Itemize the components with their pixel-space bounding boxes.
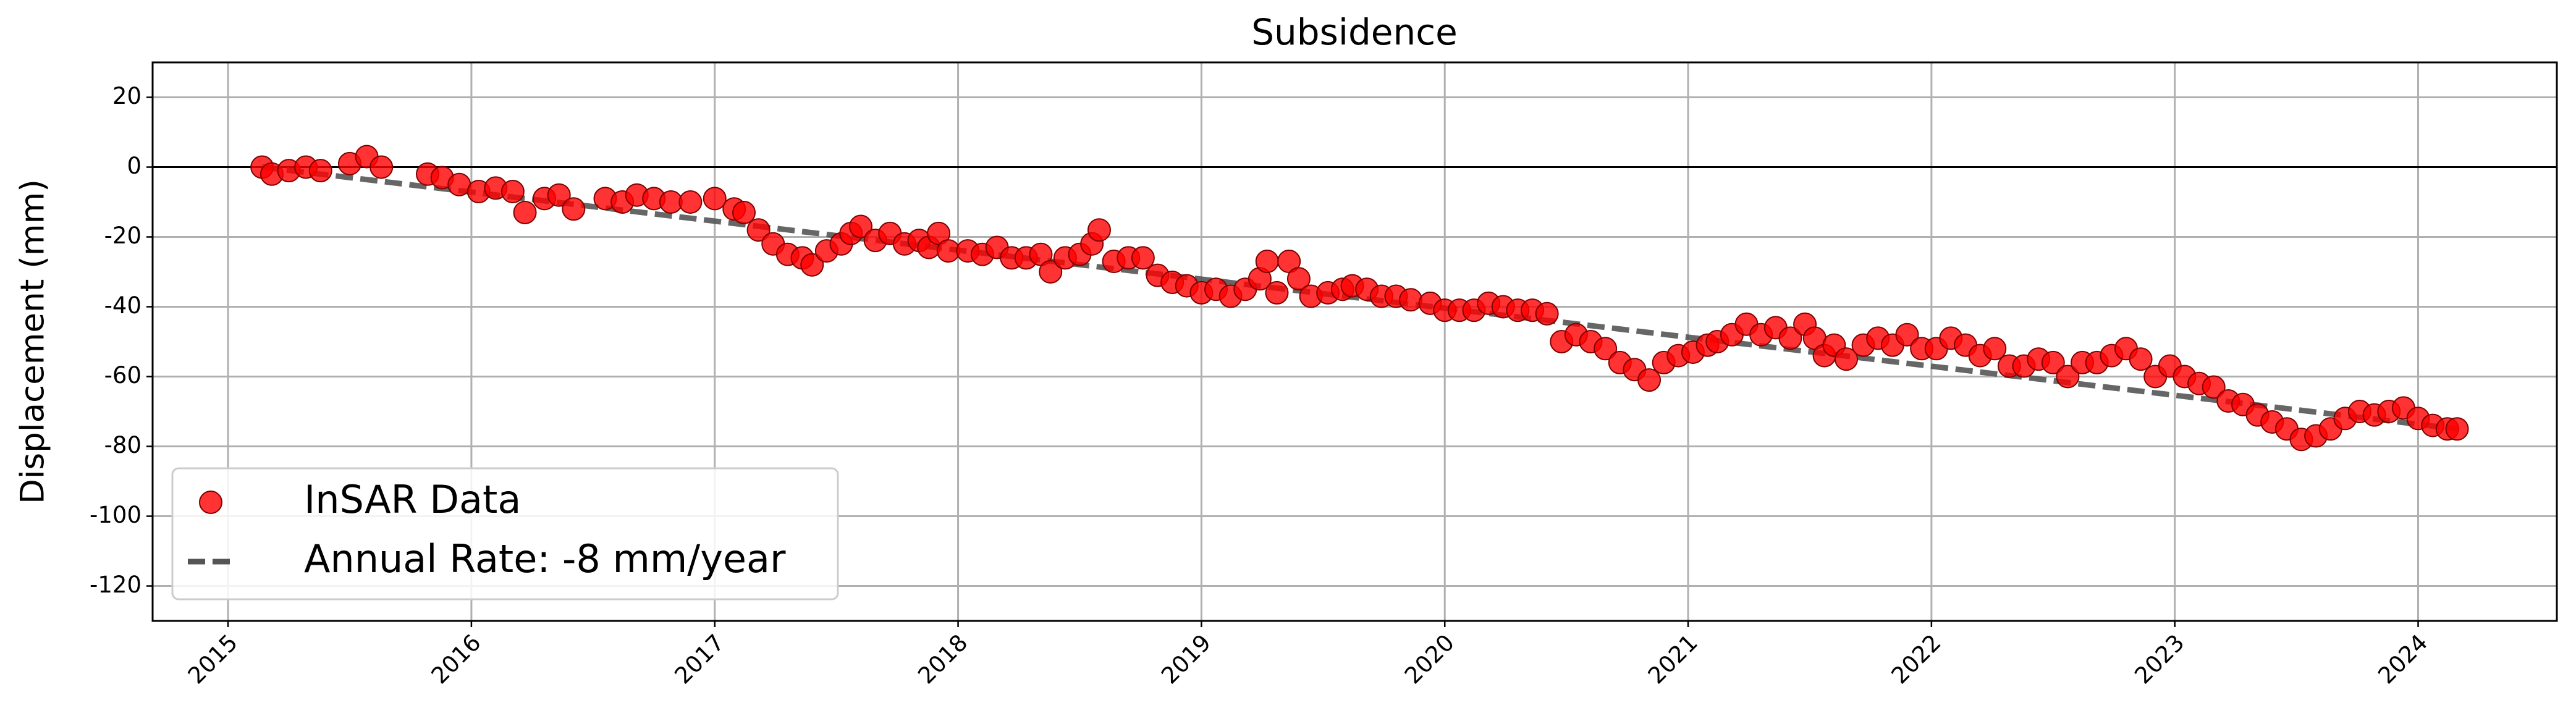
data-point <box>746 218 771 242</box>
data-point <box>2056 365 2080 389</box>
data-point <box>1265 280 1289 305</box>
y-tick-label: 0 <box>127 153 141 179</box>
trend-line <box>261 164 2458 432</box>
data-point <box>1399 288 1423 312</box>
y-tick-label: -40 <box>104 292 141 319</box>
data-point <box>1835 347 1859 371</box>
y-tick-label: -80 <box>104 432 141 458</box>
y-tick-label: -60 <box>104 362 141 389</box>
data-point <box>703 187 727 211</box>
legend-swatch <box>199 491 222 514</box>
data-point <box>2202 375 2226 399</box>
legend-label: InSAR Data <box>304 477 521 522</box>
data-point <box>1778 326 1802 350</box>
plot-frame <box>151 61 2558 622</box>
data-point <box>1131 246 1155 270</box>
data-point <box>308 159 332 183</box>
data-point <box>2041 350 2065 374</box>
data-point <box>1637 368 1662 392</box>
data-point <box>2445 417 2469 441</box>
data-point <box>732 200 756 224</box>
data-point <box>547 183 571 207</box>
y-tick-label: -100 <box>90 502 141 528</box>
data-point <box>500 180 525 204</box>
data-point <box>1087 218 1111 242</box>
legend-box <box>171 467 839 601</box>
data-point <box>1286 267 1311 291</box>
data-point <box>849 214 873 238</box>
data-point <box>2129 347 2153 371</box>
data-point <box>1535 301 1559 326</box>
y-tick-label: -120 <box>90 571 141 598</box>
data-point <box>1255 250 1279 274</box>
data-point <box>1594 337 1618 361</box>
data-point <box>513 200 537 224</box>
data-point <box>370 155 394 179</box>
chart-title: Subsidence <box>1251 11 1458 53</box>
y-tick-label: -20 <box>104 222 141 249</box>
data-point <box>1039 260 1063 284</box>
data-point <box>1983 337 2007 361</box>
data-point <box>562 197 586 221</box>
data-point <box>800 253 824 277</box>
legend-label: Annual Rate: -8 mm/year <box>304 536 786 581</box>
y-tick-label: 20 <box>112 83 141 109</box>
data-point <box>1895 323 1919 347</box>
y-axis-label: Displacement (mm) <box>14 179 52 504</box>
data-point <box>678 190 703 214</box>
